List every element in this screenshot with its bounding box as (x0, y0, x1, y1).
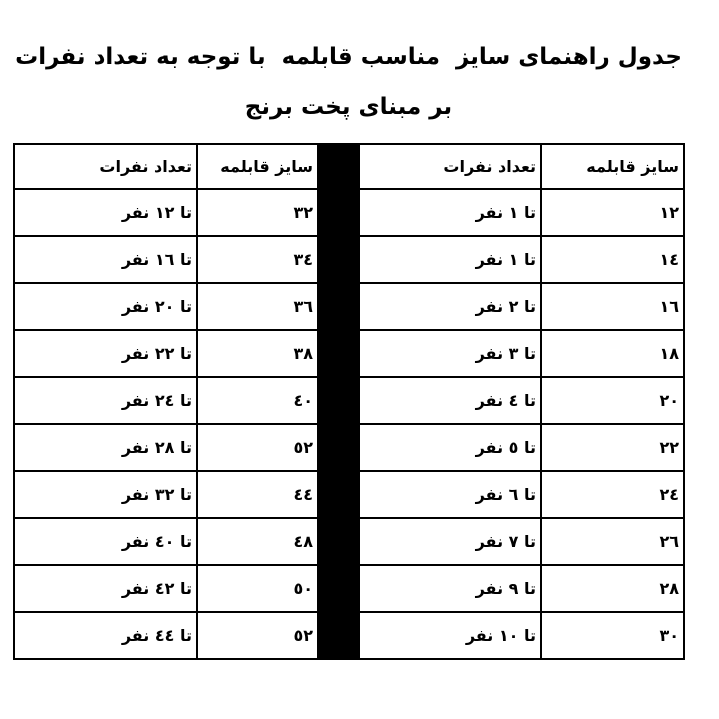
table-cell: ٥٠ (196, 564, 319, 613)
table-row: ٣٠ تا ١٠ نفر ٥٢ تا ٤٤ نفر (13, 611, 685, 660)
table-cell: تا ٢ نفر (358, 282, 542, 331)
table-cell: تا ١ نفر (358, 235, 542, 284)
table-cell: تا ٢٢ نفر (13, 329, 198, 378)
table-row: ١٤ تا ١ نفر ٣٤ تا ١٦ نفر (13, 235, 685, 284)
table-cell: تا ٣٢ نفر (13, 470, 198, 519)
table-cell: ٢٨ (540, 564, 685, 613)
table-cell: ١٨ (540, 329, 685, 378)
table-cell: تا ٩ نفر (358, 564, 542, 613)
table-cell: تا ٤٤ نفر (13, 611, 198, 660)
table-cell: ٣٢ (196, 188, 319, 237)
table-cell: تا ٢٤ نفر (13, 376, 198, 425)
header-cell: سایز قابلمه (196, 143, 319, 190)
table-cell: ٤٠ (196, 376, 319, 425)
table-cell: ٤٤ (196, 470, 319, 519)
table-row: ٢٤ تا ٦ نفر ٤٤ تا ٣٢ نفر (13, 470, 685, 519)
table-row: ١٦ تا ٢ نفر ٣٦ تا ٢٠ نفر (13, 282, 685, 331)
header-cell: تعداد نفرات (13, 143, 198, 190)
table-cell: ٣٤ (196, 235, 319, 284)
table-cell: تا ١٢ نفر (13, 188, 198, 237)
table-row: ١٨ تا ٣ نفر ٣٨ تا ٢٢ نفر (13, 329, 685, 378)
table-cell: تا ١ نفر (358, 188, 542, 237)
table-row: ٢٢ تا ٥ نفر ٥٢ تا ٢٨ نفر (13, 423, 685, 472)
table-cell: ١٤ (540, 235, 685, 284)
table-cell: تا ٢٨ نفر (13, 423, 198, 472)
table-cell: تا ٤٠ نفر (13, 517, 198, 566)
table-cell: ١٦ (540, 282, 685, 331)
subtitle: بر مبنای پخت برنج (244, 94, 453, 120)
table-cell: ٣٨ (196, 329, 319, 378)
table-cell: تا ٥ نفر (358, 423, 542, 472)
table-cell: تا ١٠ نفر (358, 611, 542, 660)
table-cell: ٢٤ (540, 470, 685, 519)
table-cell: تا ٣ نفر (358, 329, 542, 378)
table-row: ٢٦ تا ٧ نفر ٤٨ تا ٤٠ نفر (13, 517, 685, 566)
table-cell: تا ١٦ نفر (13, 235, 198, 284)
table-cell: ٣٠ (540, 611, 685, 660)
table-cell: تا ٤٢ نفر (13, 564, 198, 613)
table-row: ١٢ تا ١ نفر ٣٢ تا ١٢ نفر (13, 188, 685, 237)
divider (317, 143, 360, 660)
table-cell: تا ٢٠ نفر (13, 282, 198, 331)
table-cell: ٥٢ (196, 423, 319, 472)
table-row: ٢٠ تا ٤ نفر ٤٠ تا ٢٤ نفر (13, 376, 685, 425)
table-cell: ٢٦ (540, 517, 685, 566)
table-cell: ٢٢ (540, 423, 685, 472)
table-cell: ٥٢ (196, 611, 319, 660)
title: جدول راهنمای سایز مناسب قابلمه با توجه ب… (15, 44, 682, 70)
table-cell: ٤٨ (196, 517, 319, 566)
header-row: سایز قابلمه تعداد نفرات سایز قابلمه تعداد ن… (13, 143, 685, 660)
header-cell: سایز قابلمه (540, 143, 685, 190)
table-row: ٢٨ تا ٩ نفر ٥٠ تا ٤٢ نفر (13, 564, 685, 613)
table-cell: تا ٤ نفر (358, 376, 542, 425)
table-cell: ٣٦ (196, 282, 319, 331)
table-cell: تا ٦ نفر (358, 470, 542, 519)
header-cell: تعداد نفرات (358, 143, 542, 190)
table-cell: ١٢ (540, 188, 685, 237)
table-cell: ٢٠ (540, 376, 685, 425)
size-table: سایز قابلمه تعداد نفرات سایز قابلمه تعداد ن… (13, 143, 685, 660)
table-cell: تا ٧ نفر (358, 517, 542, 566)
